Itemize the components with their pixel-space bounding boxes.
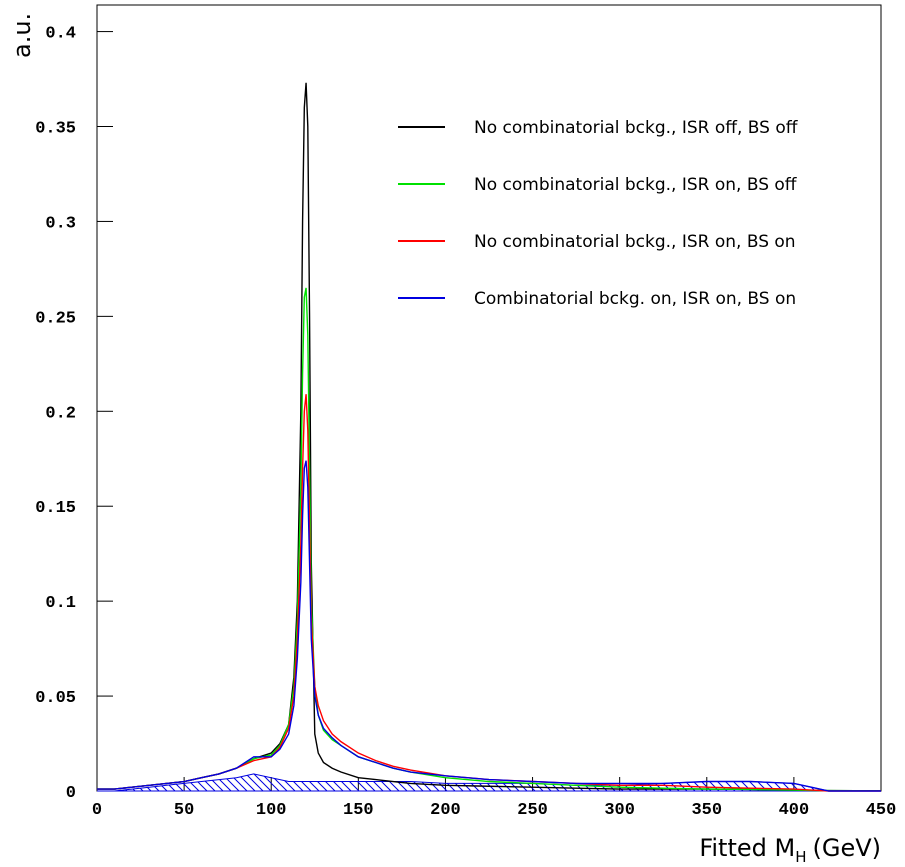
x-tick-label: 0 [92,801,102,820]
x-tick-label: 150 [343,801,374,820]
series-line [97,460,881,792]
x-tick-label: 50 [174,801,194,820]
x-axis-label: Fitted MH (GeV) [699,834,881,866]
x-tick-label: 200 [430,801,461,820]
y-tick-label: 0.2 [45,404,76,423]
x-tick-label: 300 [604,801,635,820]
y-tick-label: 0.1 [45,594,76,613]
y-tick-label: 0 [66,784,76,803]
x-tick-label: 250 [517,801,548,820]
x-tick-label: 100 [256,801,287,820]
y-tick-label: 0.25 [35,309,76,328]
legend-label: No combinatorial bckg., ISR on, BS on [474,232,796,252]
y-tick-label: 0.3 [45,214,76,233]
series-line [97,394,881,792]
y-tick-label: 0.15 [35,499,76,518]
legend-label: No combinatorial bckg., ISR off, BS off [474,118,799,138]
legend-label: No combinatorial bckg., ISR on, BS off [474,175,798,195]
y-tick-label: 0.35 [35,120,76,139]
x-axis-label-sub: H [795,848,806,866]
series-line [97,287,882,792]
y-axis-label: a.u. [8,13,36,58]
x-axis-label-main: Fitted M [699,834,795,862]
x-axis-label-unit: (GeV) [812,834,881,862]
x-tick-label: 350 [691,801,722,820]
x-tick-label: 400 [779,801,810,820]
y-tick-label: 0.05 [35,689,76,708]
legend-label: Combinatorial bckg. on, ISR on, BS on [474,289,796,309]
y-tick-label: 0.4 [45,25,76,44]
x-tick-label: 450 [866,801,897,820]
